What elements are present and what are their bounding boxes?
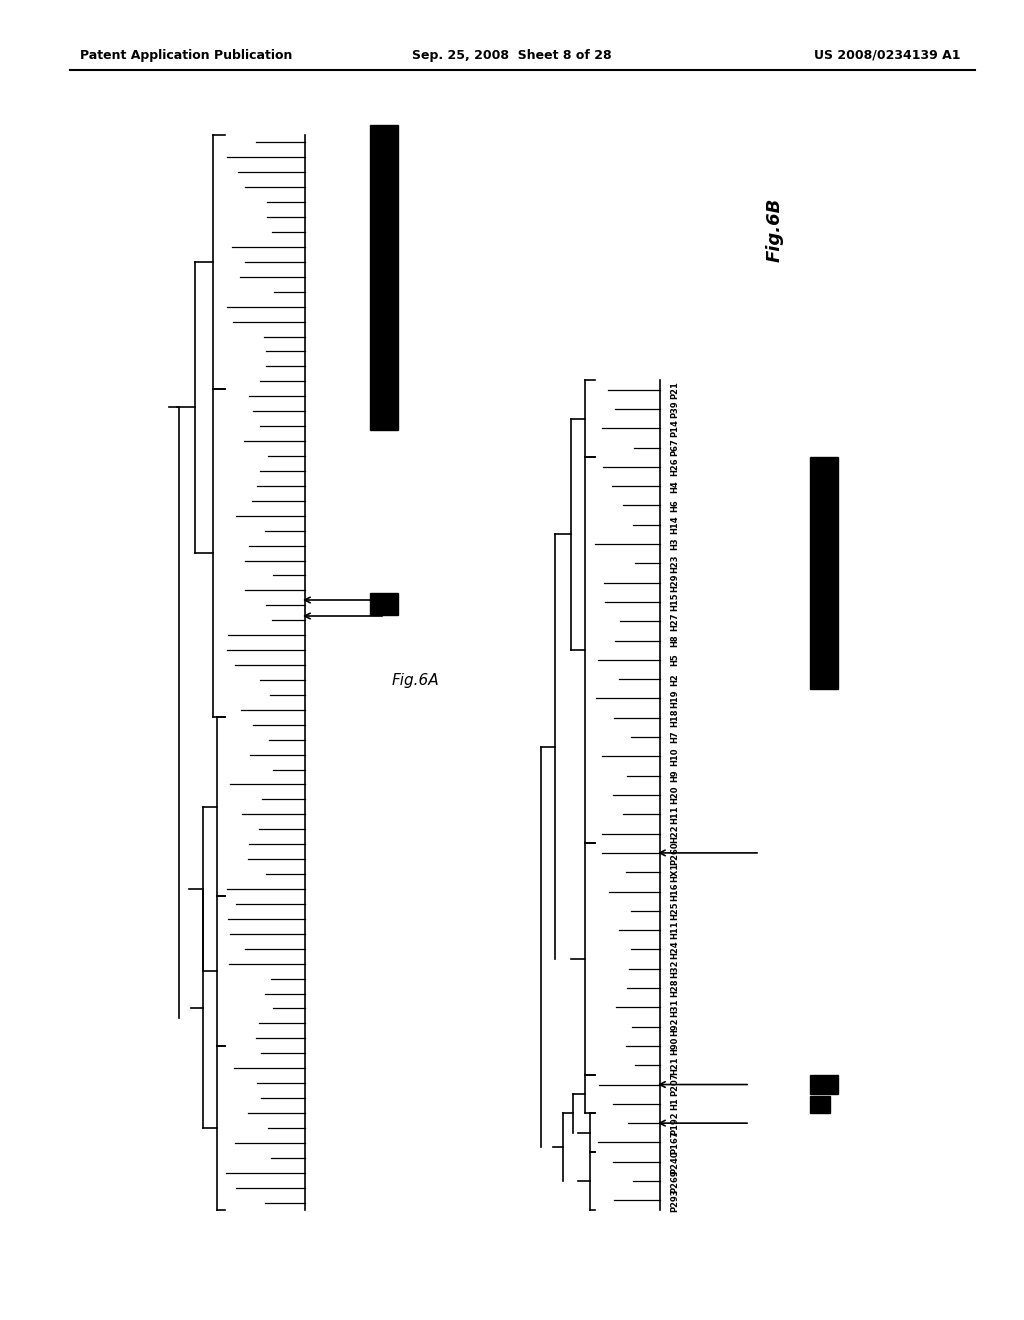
Text: P207: P207 bbox=[670, 1073, 679, 1097]
Text: HX1: HX1 bbox=[670, 862, 679, 882]
Text: H90: H90 bbox=[670, 1036, 679, 1055]
Text: H1: H1 bbox=[670, 1097, 679, 1110]
Text: H9: H9 bbox=[670, 770, 679, 781]
Text: H11: H11 bbox=[670, 921, 679, 940]
Text: H16: H16 bbox=[670, 882, 679, 900]
Text: H10: H10 bbox=[670, 747, 679, 766]
Text: H23: H23 bbox=[670, 554, 679, 573]
Text: Sep. 25, 2008  Sheet 8 of 28: Sep. 25, 2008 Sheet 8 of 28 bbox=[413, 49, 611, 62]
Text: H21: H21 bbox=[670, 1056, 679, 1074]
Text: P260: P260 bbox=[670, 841, 679, 865]
Text: H14: H14 bbox=[670, 515, 679, 535]
Text: H31: H31 bbox=[670, 998, 679, 1016]
Text: H26: H26 bbox=[670, 458, 679, 477]
Text: H18: H18 bbox=[670, 709, 679, 727]
Text: Fig.6A: Fig.6A bbox=[391, 672, 439, 688]
Text: P21: P21 bbox=[670, 380, 679, 399]
Text: H4: H4 bbox=[670, 479, 679, 492]
Text: P67: P67 bbox=[670, 438, 679, 457]
Text: P167: P167 bbox=[670, 1131, 679, 1154]
Text: H3: H3 bbox=[670, 537, 679, 550]
Text: H24: H24 bbox=[670, 940, 679, 958]
Text: H19: H19 bbox=[670, 689, 679, 708]
Text: P240: P240 bbox=[670, 1150, 679, 1173]
Text: H8: H8 bbox=[670, 635, 679, 647]
Bar bbox=[810, 457, 838, 689]
Text: Patent Application Publication: Patent Application Publication bbox=[80, 49, 293, 62]
Text: H15: H15 bbox=[670, 593, 679, 611]
Text: H20: H20 bbox=[670, 785, 679, 804]
Text: Fig.6B: Fig.6B bbox=[766, 198, 784, 263]
Text: H22: H22 bbox=[670, 824, 679, 843]
Text: US 2008/0234139 A1: US 2008/0234139 A1 bbox=[813, 49, 961, 62]
Text: P192: P192 bbox=[670, 1111, 679, 1135]
Text: P269: P269 bbox=[670, 1170, 679, 1193]
Text: H7: H7 bbox=[670, 731, 679, 743]
Text: P293: P293 bbox=[670, 1188, 679, 1212]
Text: H92: H92 bbox=[670, 1018, 679, 1036]
Bar bbox=[810, 1096, 829, 1114]
Text: P39: P39 bbox=[670, 400, 679, 417]
Text: H25: H25 bbox=[670, 902, 679, 920]
Text: H2: H2 bbox=[670, 673, 679, 685]
Bar bbox=[370, 593, 398, 615]
Bar bbox=[370, 125, 398, 430]
Text: H28: H28 bbox=[670, 978, 679, 998]
Bar bbox=[810, 1074, 838, 1094]
Text: H6: H6 bbox=[670, 499, 679, 512]
Text: H27: H27 bbox=[670, 612, 679, 631]
Text: P14: P14 bbox=[670, 420, 679, 437]
Text: H32: H32 bbox=[670, 960, 679, 978]
Text: H29: H29 bbox=[670, 573, 679, 591]
Text: H11: H11 bbox=[670, 805, 679, 824]
Text: H5: H5 bbox=[670, 653, 679, 667]
